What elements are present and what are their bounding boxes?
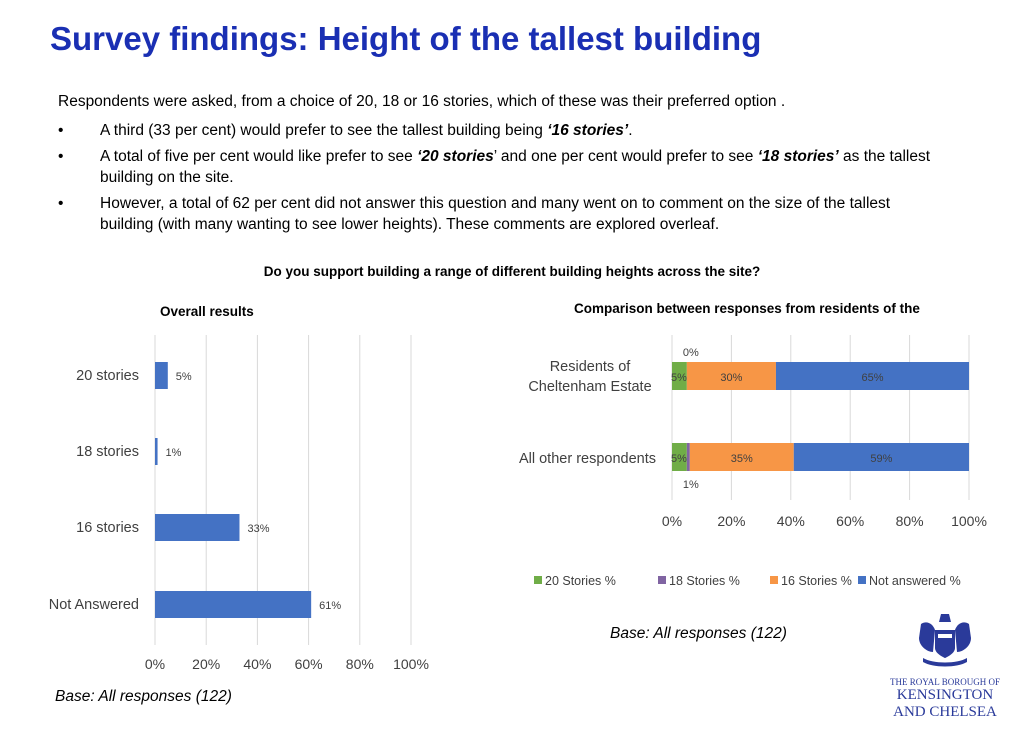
legend-label: 16 Stories % bbox=[781, 574, 852, 588]
left-base-note: Base: All responses (122) bbox=[55, 688, 232, 705]
bar bbox=[155, 438, 158, 465]
x-tick-label: 60% bbox=[295, 656, 323, 672]
x-tick-label: 60% bbox=[836, 513, 864, 529]
page-title: Survey findings: Height of the tallest b… bbox=[50, 20, 762, 57]
x-tick-label: 100% bbox=[393, 656, 429, 672]
question-heading: Do you support building a range of diffe… bbox=[263, 264, 761, 279]
data-label: 5% bbox=[671, 372, 687, 384]
legend-label: 18 Stories % bbox=[669, 574, 740, 588]
logo-line2: KENSINGTON bbox=[896, 687, 994, 703]
legend-label: Not answered % bbox=[869, 574, 961, 588]
x-tick-label: 100% bbox=[951, 513, 987, 529]
legend-swatch bbox=[658, 576, 666, 584]
bullet-item: However, a total of 62 per cent did not … bbox=[58, 193, 938, 235]
bullet-item: A total of five per cent would like pref… bbox=[58, 146, 938, 188]
right-chart-title: Comparison between responses from reside… bbox=[574, 301, 920, 316]
data-label: 30% bbox=[720, 372, 742, 384]
bar-segment bbox=[775, 362, 969, 390]
category-label: Residents of bbox=[550, 359, 632, 375]
bar-segment bbox=[686, 362, 776, 390]
x-tick-label: 80% bbox=[896, 513, 924, 529]
category-label: 18 stories bbox=[76, 444, 139, 460]
bar bbox=[155, 514, 240, 541]
x-tick-label: 20% bbox=[717, 513, 745, 529]
bar-segment bbox=[672, 362, 687, 390]
left-chart-title: Overall results bbox=[160, 304, 254, 319]
x-tick-label: 40% bbox=[777, 513, 805, 529]
data-label: 61% bbox=[319, 600, 341, 612]
data-label: 5% bbox=[176, 371, 192, 383]
data-label: 35% bbox=[731, 453, 753, 465]
x-tick-label: 40% bbox=[243, 656, 271, 672]
category-label: Cheltenham Estate bbox=[528, 379, 651, 395]
coat-of-arms-icon bbox=[919, 614, 971, 667]
x-tick-label: 80% bbox=[346, 656, 374, 672]
data-label: 65% bbox=[861, 372, 883, 384]
bullet-list: A third (33 per cent) would prefer to se… bbox=[58, 120, 938, 240]
bar bbox=[155, 362, 168, 389]
right-base-note: Base: All responses (122) bbox=[610, 625, 787, 642]
bar bbox=[155, 591, 312, 618]
x-tick-label: 0% bbox=[662, 513, 682, 529]
logo-line3: AND CHELSEA bbox=[893, 704, 997, 720]
legend-swatch bbox=[534, 576, 542, 584]
data-label: 1% bbox=[683, 479, 699, 491]
council-logo: THE ROYAL BOROUGH OF KENSINGTON AND CHEL… bbox=[880, 612, 1010, 721]
category-label: 20 stories bbox=[76, 368, 139, 384]
bar-segment bbox=[793, 443, 969, 471]
legend-swatch bbox=[770, 576, 778, 584]
data-label: 5% bbox=[671, 453, 687, 465]
bar-segment bbox=[689, 443, 794, 471]
data-label: 1% bbox=[166, 447, 182, 459]
logo-line1: THE ROYAL BOROUGH OF bbox=[890, 677, 1000, 687]
bar-segment bbox=[672, 443, 687, 471]
x-tick-label: 0% bbox=[145, 656, 165, 672]
x-tick-label: 20% bbox=[192, 656, 220, 672]
category-label: 16 stories bbox=[76, 520, 139, 536]
data-label: 0% bbox=[683, 347, 699, 359]
category-label: All other respondents bbox=[519, 451, 656, 467]
legend-label: 20 Stories % bbox=[545, 574, 616, 588]
category-label: Not Answered bbox=[49, 597, 139, 613]
bullet-item: A third (33 per cent) would prefer to se… bbox=[58, 120, 938, 141]
bar-segment bbox=[686, 443, 690, 471]
data-label: 33% bbox=[247, 523, 269, 535]
data-label: 59% bbox=[870, 453, 892, 465]
intro-text: Respondents were asked, from a choice of… bbox=[58, 93, 786, 110]
legend-swatch bbox=[858, 576, 866, 584]
